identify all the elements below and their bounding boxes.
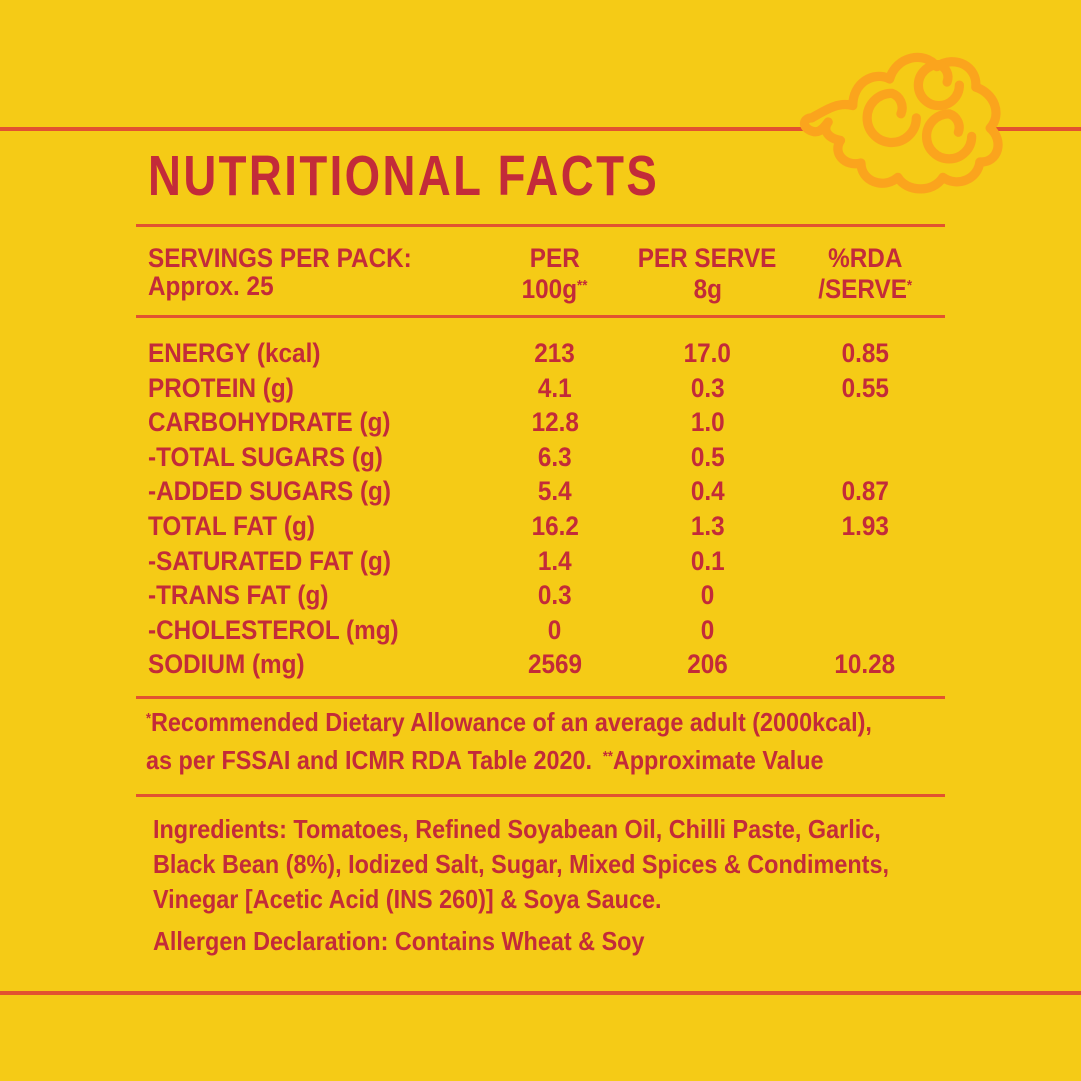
table-row: SODIUM (mg) 2569 206 10.28 xyxy=(148,647,945,682)
table-header: SERVINGS PER PACK: Approx. 25 PER 100g**… xyxy=(148,243,945,303)
row-per-serve: 0 xyxy=(700,580,715,611)
col-rda-line2: /SERVE xyxy=(818,274,907,305)
row-rda: 1.93 xyxy=(841,510,889,541)
chinese-cloud-icon xyxy=(799,52,1003,194)
col-per-sup: ** xyxy=(577,278,588,294)
row-per-100g: 0 xyxy=(548,614,562,645)
row-per-100g: 4.1 xyxy=(538,372,572,403)
col-serve-line2: 8g xyxy=(693,274,722,305)
row-rda: 0.55 xyxy=(841,372,889,403)
row-rda: 0.87 xyxy=(841,476,889,507)
row-label: TOTAL FAT (g) xyxy=(148,510,315,541)
rda-footnote: *Recommended Dietary Allowance of an ave… xyxy=(146,702,953,778)
row-label: ENERGY (kcal) xyxy=(148,338,321,368)
row-per-serve: 0.1 xyxy=(690,545,725,576)
col-per-line1: PER xyxy=(530,243,580,273)
row-rda: 0.85 xyxy=(841,338,889,368)
footnote-line1: Recommended Dietary Allowance of an aver… xyxy=(151,706,872,737)
allergen-declaration: Allergen Declaration: Contains Wheat & S… xyxy=(153,924,699,959)
ingredients-list: Ingredients: Tomatoes, Refined Soyabean … xyxy=(153,812,971,917)
row-per-serve: 0.5 xyxy=(690,441,725,472)
top-divider xyxy=(0,127,1081,131)
table-row: -CHOLESTEROL (mg) 0 0 xyxy=(148,613,945,648)
row-label: -SATURATED FAT (g) xyxy=(148,545,391,576)
footnote-asterisk: * xyxy=(146,711,152,727)
row-per-serve: 0.4 xyxy=(690,476,725,507)
page-title: NUTRITIONAL FACTS xyxy=(148,146,787,206)
row-label: CARBOHYDRATE (g) xyxy=(148,407,391,438)
col-rda-sup: * xyxy=(906,278,912,294)
row-label: PROTEIN (g) xyxy=(148,372,294,403)
row-per-100g: 5.4 xyxy=(538,476,572,507)
row-per-serve: 1.0 xyxy=(690,407,725,438)
col-per-line2: 100g xyxy=(522,274,578,305)
row-label: -ADDED SUGARS (g) xyxy=(148,476,391,507)
col-serve-line1: PER SERVE xyxy=(638,243,777,273)
table-row: -TRANS FAT (g) 0.3 0 xyxy=(148,578,945,613)
row-label: -TOTAL SUGARS (g) xyxy=(148,441,383,472)
table-row: ENERGY (kcal) 213 17.0 0.85 xyxy=(148,336,945,371)
allergen-text: Allergen Declaration: Contains Wheat & S… xyxy=(153,926,645,956)
title-underline xyxy=(136,224,945,227)
row-per-100g: 12.8 xyxy=(531,407,579,438)
page-title-text: NUTRITIONAL FACTS xyxy=(148,144,660,208)
row-label: -TRANS FAT (g) xyxy=(148,580,329,611)
ingredients-line: Black Bean (8%), Iodized Salt, Sugar, Mi… xyxy=(153,849,889,879)
column-header-per-serve: PER SERVE 8g xyxy=(630,243,785,303)
table-row: CARBOHYDRATE (g) 12.8 1.0 xyxy=(148,405,945,440)
row-per-100g: 1.4 xyxy=(538,545,572,576)
table-row: TOTAL FAT (g) 16.2 1.3 1.93 xyxy=(148,509,945,544)
footnote-top-divider xyxy=(136,696,945,699)
servings-per-pack-label: SERVINGS PER PACK: xyxy=(148,243,412,273)
row-per-serve: 0 xyxy=(700,614,715,645)
footnote-double-asterisk: ** xyxy=(602,748,613,765)
servings-per-pack-value: Approx. 25 xyxy=(148,271,274,301)
footnote-bottom-divider xyxy=(136,794,945,797)
row-per-100g: 213 xyxy=(534,338,576,368)
row-per-100g: 0.3 xyxy=(538,580,572,611)
row-label: -CHOLESTEROL (mg) xyxy=(148,614,399,645)
nutrition-table: ENERGY (kcal) 213 17.0 0.85 PROTEIN (g) … xyxy=(148,336,945,682)
column-header-per-100g: PER 100g** xyxy=(480,243,630,303)
column-header-rda-serve: %RDA /SERVE* xyxy=(785,243,945,303)
table-row: -TOTAL SUGARS (g) 6.3 0.5 xyxy=(148,440,945,475)
table-row: -ADDED SUGARS (g) 5.4 0.4 0.87 xyxy=(148,474,945,509)
row-per-serve: 206 xyxy=(687,649,728,680)
row-rda: 10.28 xyxy=(834,649,896,680)
row-per-serve: 17.0 xyxy=(683,338,732,368)
row-per-100g: 6.3 xyxy=(538,441,572,472)
servings-header-cell: SERVINGS PER PACK: Approx. 25 xyxy=(148,244,480,300)
bottom-divider xyxy=(0,991,1081,995)
ingredients-line: Ingredients: Tomatoes, Refined Soyabean … xyxy=(153,814,881,844)
row-label: SODIUM (mg) xyxy=(148,649,305,680)
table-row: -SATURATED FAT (g) 1.4 0.1 xyxy=(148,544,945,579)
footnote-line2: as per FSSAI and ICMR RDA Table 2020. xyxy=(146,744,593,775)
row-per-100g: 2569 xyxy=(527,649,583,680)
footnote-line2-end: Approximate Value xyxy=(612,744,824,775)
col-rda-line1: %RDA xyxy=(827,243,903,273)
ingredients-line: Vinegar [Acetic Acid (INS 260)] & Soya S… xyxy=(153,884,662,914)
header-divider xyxy=(136,315,945,318)
row-per-serve: 1.3 xyxy=(690,510,725,541)
row-per-serve: 0.3 xyxy=(690,372,725,403)
table-row: PROTEIN (g) 4.1 0.3 0.55 xyxy=(148,371,945,406)
row-per-100g: 16.2 xyxy=(531,510,579,541)
